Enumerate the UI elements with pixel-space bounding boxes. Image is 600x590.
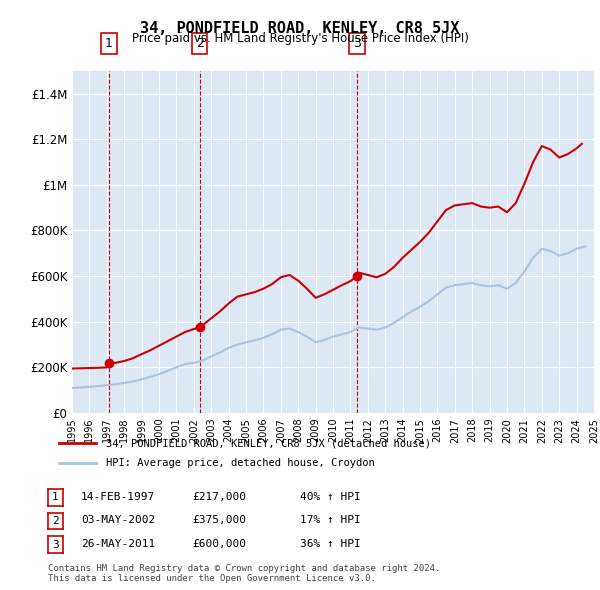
Text: 2: 2 xyxy=(52,516,59,526)
Text: 14-FEB-1997: 14-FEB-1997 xyxy=(81,492,155,502)
Text: 1: 1 xyxy=(105,37,113,50)
Text: 34, PONDFIELD ROAD, KENLEY, CR8 5JX (detached house): 34, PONDFIELD ROAD, KENLEY, CR8 5JX (det… xyxy=(106,438,431,448)
Text: Price paid vs. HM Land Registry's House Price Index (HPI): Price paid vs. HM Land Registry's House … xyxy=(131,32,469,45)
Text: This data is licensed under the Open Government Licence v3.0.: This data is licensed under the Open Gov… xyxy=(48,574,376,583)
Text: 1: 1 xyxy=(52,493,59,502)
Text: 3: 3 xyxy=(353,37,361,50)
Text: £600,000: £600,000 xyxy=(192,539,246,549)
Text: 26-MAY-2011: 26-MAY-2011 xyxy=(81,539,155,549)
Text: 2: 2 xyxy=(196,37,203,50)
Text: HPI: Average price, detached house, Croydon: HPI: Average price, detached house, Croy… xyxy=(106,458,375,467)
Text: Contains HM Land Registry data © Crown copyright and database right 2024.: Contains HM Land Registry data © Crown c… xyxy=(48,564,440,573)
Text: 3: 3 xyxy=(52,540,59,549)
Text: 36% ↑ HPI: 36% ↑ HPI xyxy=(300,539,361,549)
Text: 17% ↑ HPI: 17% ↑ HPI xyxy=(300,516,361,525)
Text: 03-MAY-2002: 03-MAY-2002 xyxy=(81,516,155,525)
Text: 34, PONDFIELD ROAD, KENLEY, CR8 5JX: 34, PONDFIELD ROAD, KENLEY, CR8 5JX xyxy=(140,21,460,35)
Text: 40% ↑ HPI: 40% ↑ HPI xyxy=(300,492,361,502)
Text: £375,000: £375,000 xyxy=(192,516,246,525)
Text: £217,000: £217,000 xyxy=(192,492,246,502)
